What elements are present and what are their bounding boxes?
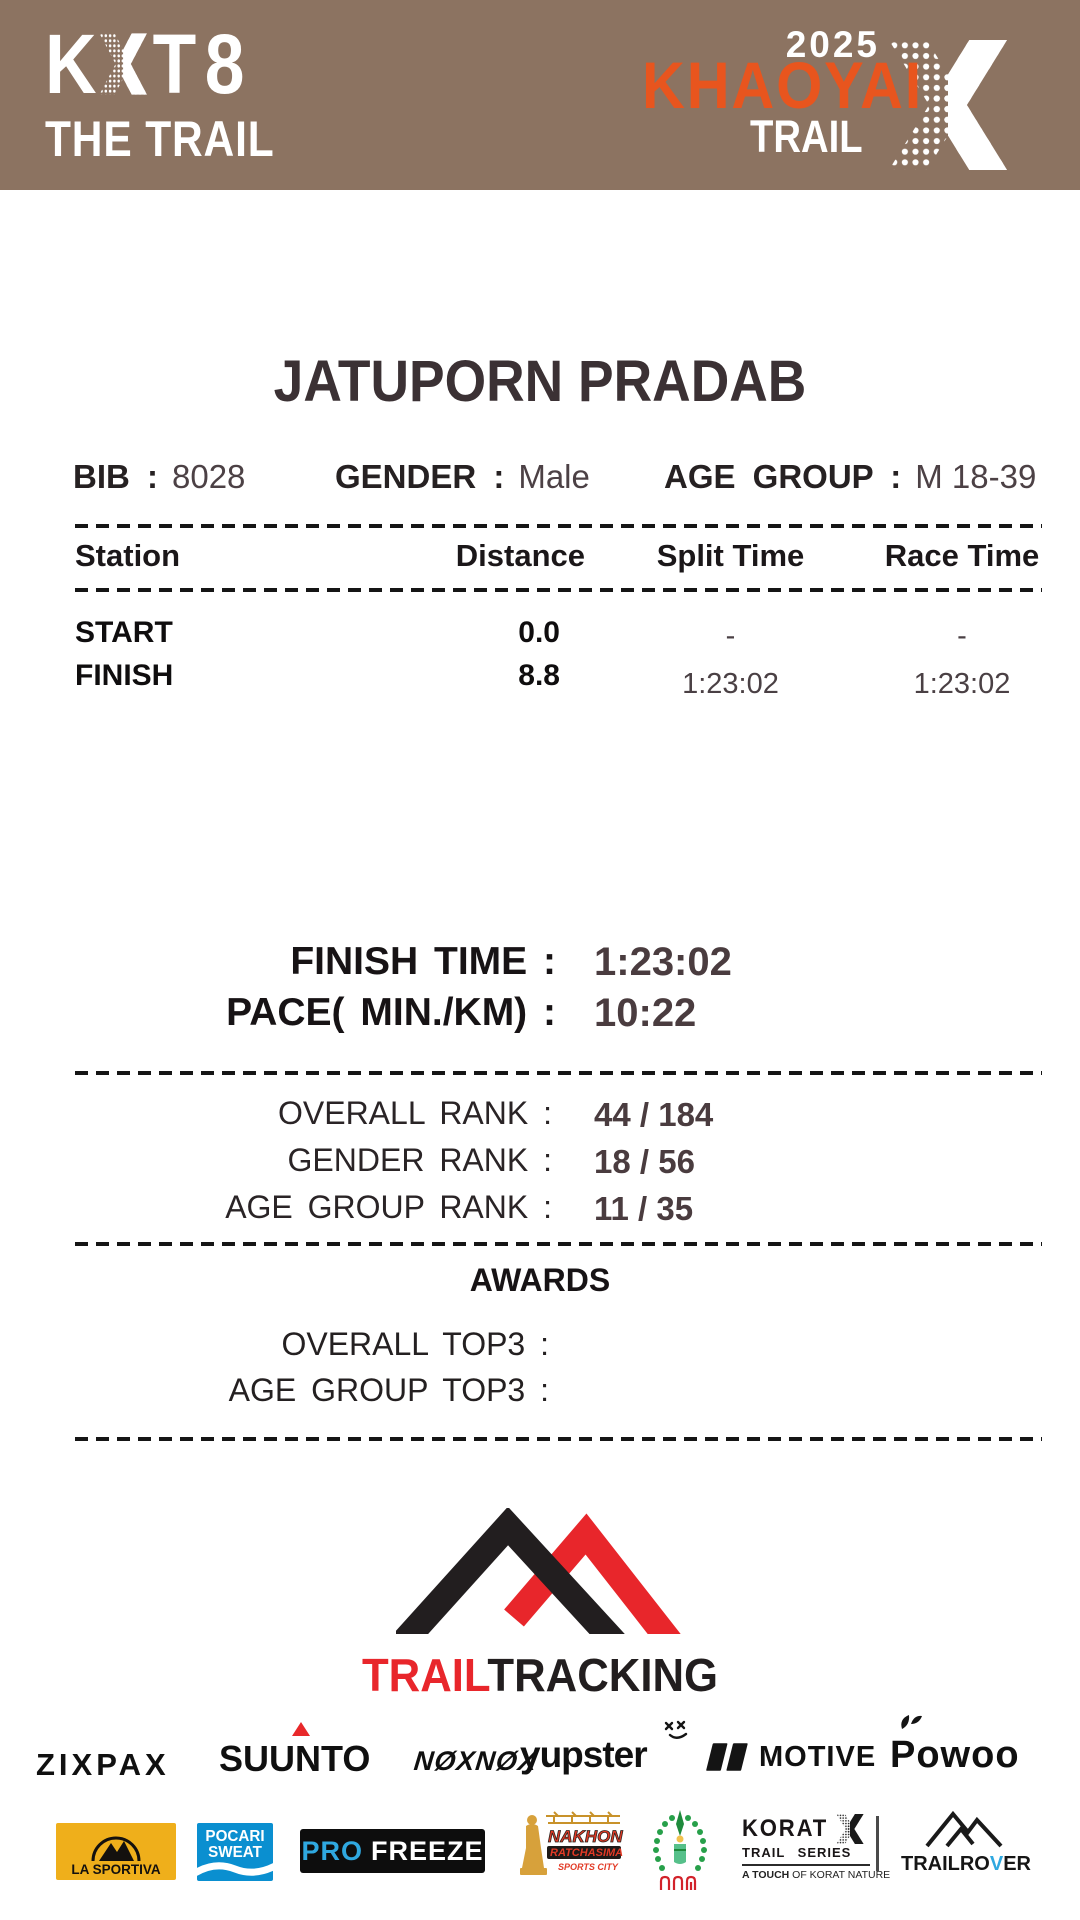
header-banner: K [0, 0, 1080, 190]
korat-x-icon [835, 1814, 864, 1844]
trailrover-part2: ER [1003, 1853, 1032, 1875]
pocari-line2: SWEAT [208, 1844, 262, 1861]
dashed-rule [75, 1437, 1042, 1441]
age-group-rank-label: AGE GROUP RANK : [225, 1189, 552, 1225]
dashed-rule [75, 524, 1042, 528]
table-row-finish-split: 1:23:02 [682, 668, 779, 700]
trailrover-part1: TRAILRO [900, 1853, 990, 1875]
finish-time-label: FINISH TIME : [290, 940, 556, 983]
nakhon-line1: NAKHON [548, 1827, 623, 1846]
event-title: KHAOYAI [642, 48, 924, 122]
korat-tagline: A TOUCH OF KORAT NATURE [742, 1869, 892, 1881]
table-row-start-distance: 0.0 [518, 616, 560, 649]
korat-tagline-bold: A TOUCH [742, 1869, 790, 1881]
sponsor-motive: MOTIVE [706, 1740, 876, 1774]
la-sportiva-arch-icon: LA SPORTIVA [71, 1836, 161, 1877]
sponsor-korat-trail-series: KORAT TRAIL SERIES [742, 1814, 892, 1881]
korat-tagline-rest: OF KORAT NATURE [789, 1869, 891, 1881]
col-header-station: Station [75, 538, 181, 573]
khaoyai-dotted-x-icon [888, 40, 1008, 170]
trailtracking-wordmark: TRAILTRACKING [27, 1648, 1053, 1702]
gender-rank-value: 18 / 56 [594, 1143, 695, 1180]
pocari-wave-icon [197, 1862, 273, 1876]
bib-field: BIB : 8028 [73, 458, 245, 496]
age-group-rank-value: 11 / 35 [594, 1190, 694, 1227]
col-header-distance: Distance [455, 538, 585, 573]
overall-rank-value: 44 / 184 [594, 1096, 714, 1133]
gender-value: Male [518, 458, 590, 495]
la-sportiva-wordmark: LA SPORTIVA [71, 1862, 161, 1877]
col-header-race-time: Race Time [884, 538, 1040, 573]
suunto-triangle-icon [292, 1722, 310, 1736]
pro-freeze-freeze: FREEZE [371, 1836, 484, 1866]
sponsor-powoo: Powoo [890, 1734, 1020, 1776]
korat-rule [742, 1864, 870, 1866]
powoo-leaf-icon [901, 1715, 922, 1729]
pro-freeze-pro: PRO [301, 1836, 363, 1866]
table-row-finish-race: 1:23:02 [913, 668, 1011, 700]
kxt8-k: K [45, 17, 97, 111]
kxt8-logo: K [45, 22, 315, 164]
pocari-line1: POCARI [205, 1828, 265, 1845]
table-row-start-race: - [957, 620, 967, 652]
dashed-rule [75, 588, 1042, 592]
col-header-split-time: Split Time [656, 538, 805, 573]
table-row-finish-distance: 8.8 [518, 659, 560, 692]
age-group-top3-label: AGE GROUP TOP3 : [228, 1372, 549, 1408]
table-row-finish-station: FINISH [75, 659, 174, 692]
awards-title: AWARDS [469, 1262, 611, 1298]
table-row-start-station: START [75, 616, 173, 649]
pace-label: PACE( MIN./KM) : [226, 991, 556, 1034]
kxt8-t8: T8 [152, 17, 253, 111]
korat-trail-series: TRAIL SERIES [742, 1845, 852, 1860]
bib-label: BIB : [73, 458, 158, 495]
nakhon-line3: SPORTS CITY [558, 1862, 619, 1872]
nakhon-line2: RATCHASIMA [550, 1847, 623, 1859]
sponsor-trailrover: TRAILROVER [896, 1806, 1036, 1876]
sponsor-pocari-sweat: POCARI SWEAT [197, 1823, 273, 1881]
trailtracking-mountains-icon [396, 1508, 681, 1634]
gender-label: GENDER : [335, 458, 505, 495]
runner-name: JATUPORN PRADAB [273, 349, 807, 414]
age-group-field: AGE GROUP : M 18-39 [664, 458, 1036, 496]
dashed-rule [75, 1242, 1042, 1246]
motive-wordmark: MOTIVE [759, 1740, 877, 1773]
sponsor-suunto: SUUNTO [219, 1738, 371, 1779]
overall-top3-label: OVERALL TOP3 : [281, 1326, 549, 1362]
khaoyai-trail-logo: 2025 KHAOYAI TRAIL [620, 0, 1060, 190]
kxt8-subtitle: THE TRAIL [45, 111, 275, 167]
event-subtitle: TRAIL [750, 111, 863, 162]
trailrover-v: V [989, 1853, 1004, 1875]
overall-rank-label: OVERALL RANK : [277, 1095, 552, 1131]
event-year: 2025 [785, 24, 880, 65]
trailtracking-tracking: TRACKING [487, 1649, 719, 1701]
age-group-label: AGE GROUP : [664, 458, 902, 495]
kxt8-dotted-x-icon [99, 33, 147, 95]
gender-rank-label: GENDER RANK : [287, 1142, 552, 1178]
sponsor-sat-emblem [648, 1806, 712, 1899]
trailtracking-trail: TRAIL [361, 1649, 488, 1701]
sponsor-nakhon-ratchasima: NAKHON RATCHASIMA SPORTS CITY [520, 1808, 624, 1893]
nakhon-statue-icon: NAKHON RATCHASIMA SPORTS CITY [520, 1811, 624, 1875]
table-row-start-split: - [725, 620, 736, 652]
dashed-rule [75, 1071, 1042, 1075]
motive-flags-icon [706, 1743, 748, 1771]
trailrover-mountains-icon [925, 1810, 1003, 1848]
sponsor-divider [876, 1816, 879, 1871]
sponsor-pro-freeze: PRO FREEZE [300, 1829, 485, 1873]
bib-value: 8028 [172, 458, 246, 495]
pace-value: 10:22 [594, 991, 697, 1035]
sponsor-la-sportiva: LA SPORTIVA [56, 1823, 176, 1880]
sponsor-zixpax: ZIXPAX [36, 1747, 170, 1782]
age-group-value: M 18-39 [915, 458, 1037, 495]
sat-wreath-icon [653, 1810, 707, 1890]
yupster-doodle-icon [664, 1720, 688, 1739]
finish-time-value: 1:23:02 [594, 940, 732, 984]
sponsor-yupster: yupster [520, 1734, 648, 1775]
gender-field: GENDER : Male [335, 458, 590, 496]
korat-wordmark: KORAT [742, 1815, 829, 1842]
